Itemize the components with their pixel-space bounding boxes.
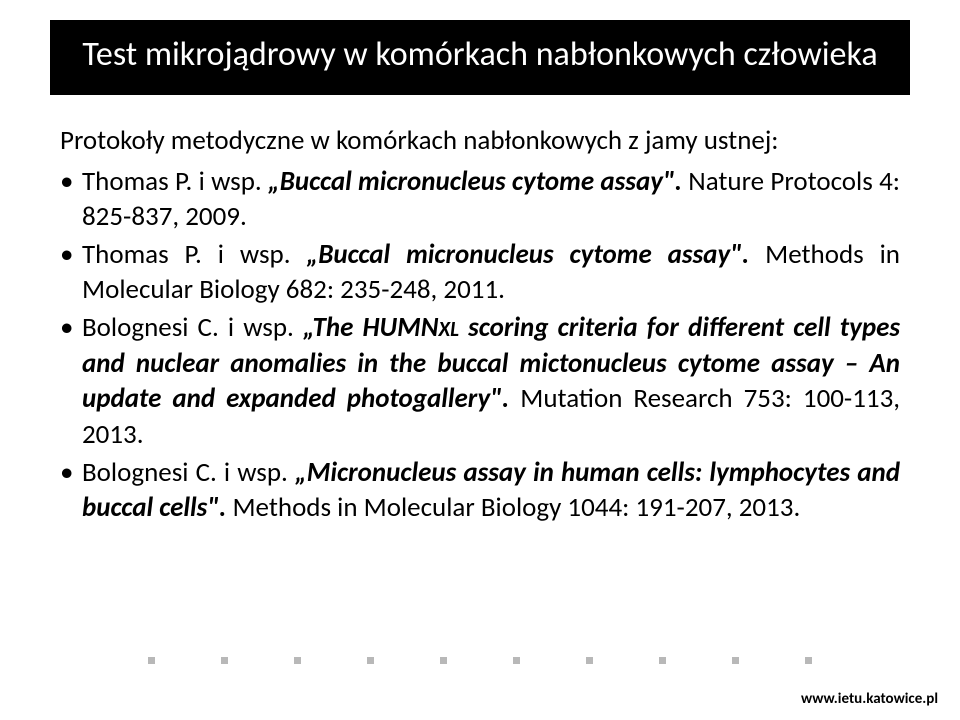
dot-icon — [732, 657, 739, 664]
dot-icon — [805, 657, 812, 664]
dot-icon — [513, 657, 520, 664]
title-box: Test mikrojądrowy w komórkach nabłonkowy… — [50, 20, 910, 95]
author-text: Bolognesi C. i wsp. — [82, 456, 288, 489]
dot-icon — [367, 657, 374, 664]
decorative-dots — [0, 657, 960, 664]
bullet-list: Thomas P. i wsp. „Buccal micronucleus cy… — [60, 164, 900, 526]
quoted-title: „Buccal micronucleus cytome assay". — [268, 165, 682, 198]
list-item: Thomas P. i wsp. „Buccal micronucleus cy… — [60, 237, 900, 308]
list-item: Bolognesi C. i wsp. „The HUMNXL scoring … — [60, 310, 900, 453]
list-item: Bolognesi C. i wsp. „Micronucleus assay … — [60, 455, 900, 526]
author-text: Thomas P. i wsp. — [82, 165, 262, 198]
citation-tail: Methods in Molecular Biology 1044: 191-2… — [226, 491, 800, 524]
author-text: Bolognesi C. i wsp. — [82, 311, 294, 344]
footer-url: www.ietu.katowice.pl — [801, 690, 938, 708]
intro-text: Protokoły metodyczne w komórkach nabłonk… — [60, 123, 900, 158]
dot-icon — [294, 657, 301, 664]
author-text: Thomas P. i wsp. — [82, 238, 291, 271]
dot-icon — [148, 657, 155, 664]
dot-icon — [440, 657, 447, 664]
list-item: Thomas P. i wsp. „Buccal micronucleus cy… — [60, 164, 900, 235]
dot-icon — [659, 657, 666, 664]
slide: Test mikrojądrowy w komórkach nabłonkowy… — [0, 0, 960, 720]
quoted-title: „Buccal micronucleus cytome assay". — [306, 238, 749, 271]
dot-icon — [586, 657, 593, 664]
content-area: Protokoły metodyczne w komórkach nabłonk… — [50, 123, 910, 526]
page-title: Test mikrojądrowy w komórkach nabłonkowy… — [80, 34, 880, 77]
dot-icon — [221, 657, 228, 664]
